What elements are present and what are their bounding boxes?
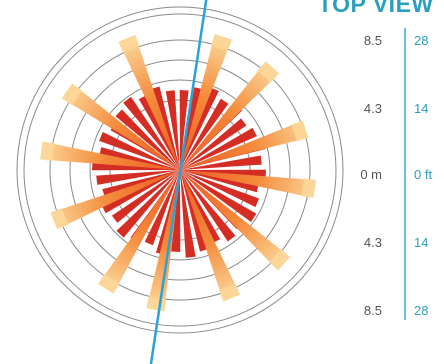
scale-label-feet: 14 — [414, 235, 429, 250]
scale-label-meters: 4.3 — [363, 101, 382, 116]
inner-wedge — [99, 132, 180, 170]
inner-wedge — [116, 170, 180, 238]
inner-wedge — [99, 147, 180, 170]
scale-label-feet: 28 — [414, 303, 429, 318]
inner-wedge — [138, 95, 180, 170]
inner-wedge — [180, 170, 196, 258]
outer-ray — [180, 170, 241, 302]
scale-label-meters: 4.3 — [363, 235, 382, 250]
outer-ray — [180, 170, 291, 271]
ring — [69, 59, 291, 281]
orientation-axis-line — [149, 0, 208, 364]
scale-label-meters: 8.5 — [363, 303, 382, 318]
inner-wedge — [101, 170, 180, 214]
outer-ray — [118, 34, 180, 170]
outer-ray — [61, 83, 180, 170]
inner-wedge — [180, 118, 247, 170]
scale-label-feet: 0 ft — [414, 167, 433, 182]
ring — [23, 13, 337, 327]
inner-wedge — [123, 96, 180, 170]
outer-ray — [98, 170, 180, 294]
inner-wedge — [180, 170, 236, 242]
inner-wedge — [180, 170, 257, 222]
outer-ray-group — [40, 34, 316, 312]
view-title: TOP VIEW — [318, 0, 434, 17]
inner-wedge — [156, 170, 180, 255]
scale-label-feet: 28 — [414, 33, 429, 48]
inner-wedge — [180, 170, 259, 208]
inner-wedge — [179, 90, 189, 170]
ring — [16, 6, 344, 334]
outer-ray — [180, 34, 232, 170]
inner-wedge — [180, 98, 229, 170]
scale-label-meters: 8.5 — [363, 33, 382, 48]
inner-wedge — [144, 170, 180, 246]
inner-wedge — [180, 155, 262, 170]
inner-wedge — [96, 170, 180, 185]
outer-ray — [180, 120, 309, 170]
inner-wedge — [111, 170, 180, 223]
inner-wedge — [180, 170, 259, 193]
outer-ray — [180, 61, 280, 170]
concentric-rings — [16, 6, 344, 334]
inner-wedge — [180, 127, 257, 170]
inner-wedge — [180, 170, 221, 244]
inner-wedge — [115, 109, 180, 170]
outer-ray — [180, 170, 316, 198]
outer-ray — [50, 170, 180, 230]
inner-wedge — [165, 90, 180, 170]
scale-label-meters: 0 m — [360, 167, 382, 182]
ring — [49, 39, 311, 301]
outer-ray — [40, 141, 180, 170]
inner-wedge — [180, 87, 219, 170]
ring — [89, 79, 271, 261]
scale-label-feet: 14 — [414, 101, 429, 116]
